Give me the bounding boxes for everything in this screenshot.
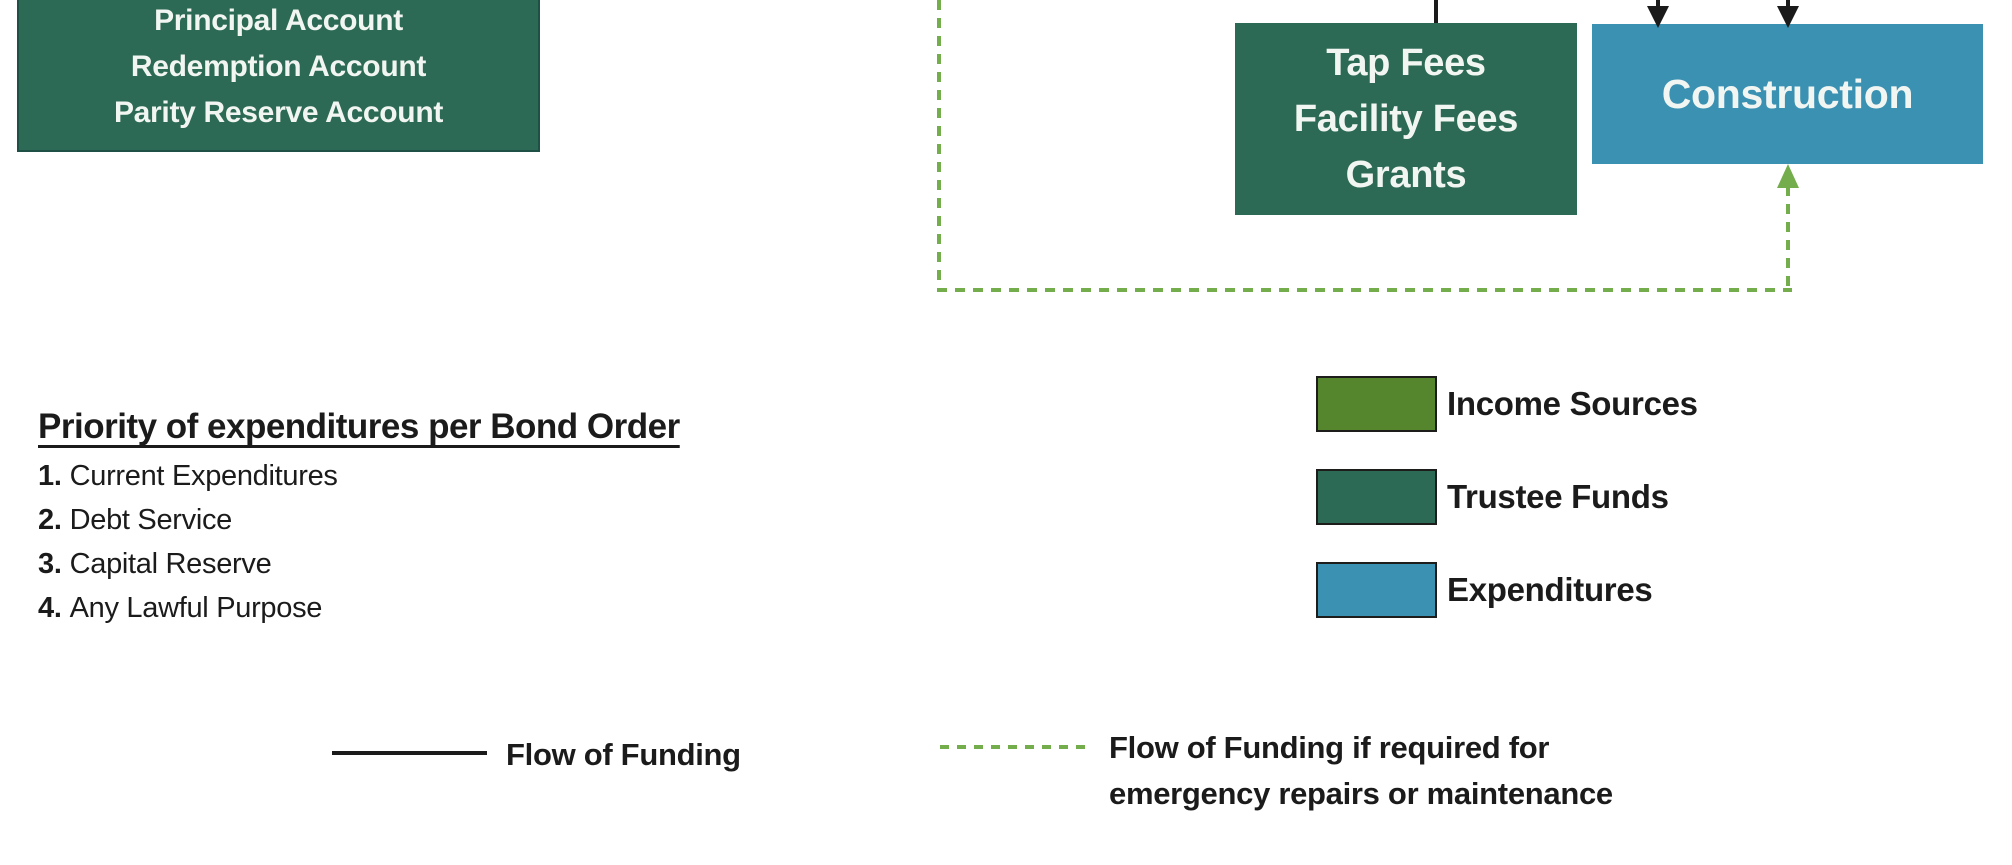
emergency-flow-line-sample: [940, 745, 1090, 749]
income-fees-line-2: Facility Fees: [1293, 98, 1519, 140]
priority-item-1: 1. Current Expenditures: [38, 454, 338, 498]
legend-row-expenditures: Expenditures: [1316, 562, 1653, 618]
trustee-funds-label: Trustee Funds: [1447, 478, 1669, 515]
income-sources-swatch: [1316, 376, 1437, 432]
expenditures-swatch: [1316, 562, 1437, 618]
income-fees-line-1: Tap Fees: [1326, 42, 1486, 84]
emergency-flow-label-line-1: Flow of Funding if required for: [1109, 730, 1550, 765]
priority-title: Priority of expenditures per Bond Order: [38, 407, 680, 446]
construction-label: Construction: [1661, 70, 1914, 117]
flow-line-to-construction-1: [1656, 0, 1660, 10]
priority-item-2-number: 2.: [38, 503, 62, 536]
flow-line-to-construction-2: [1786, 0, 1790, 10]
emergency-flow-dashed-horizontal: [937, 288, 1792, 292]
flow-of-funding-label: Flow of Funding: [506, 737, 741, 772]
flow-arrowhead-to-construction-1: [1647, 6, 1669, 28]
priority-item-4-label: Any Lawful Purpose: [69, 591, 323, 624]
trustee-funds-swatch: [1316, 469, 1437, 525]
expenditures-label: Expenditures: [1447, 571, 1653, 608]
emergency-flow-arrowhead-to-construction: [1777, 164, 1799, 188]
priority-item-2-label: Debt Service: [69, 503, 233, 536]
legend-row-income-sources: Income Sources: [1316, 376, 1698, 432]
priority-item-3-label: Capital Reserve: [69, 547, 272, 580]
priority-item-2: 2. Debt Service: [38, 498, 338, 542]
priority-item-1-label: Current Expenditures: [69, 459, 338, 492]
flow-arrowhead-to-construction-2: [1777, 6, 1799, 28]
flow-of-funding-line-sample: [332, 751, 487, 755]
trustee-accounts-line-1: Principal Account: [154, 4, 403, 37]
priority-item-4: 4. Any Lawful Purpose: [38, 586, 338, 630]
emergency-flow-dashed-right-vertical: [1786, 186, 1790, 290]
legend-row-trustee-funds: Trustee Funds: [1316, 469, 1669, 525]
flow-line-to-income-box: [1434, 0, 1438, 23]
emergency-flow-label: Flow of Funding if required for emergenc…: [1109, 725, 1613, 817]
emergency-flow-label-line-2: emergency repairs or maintenance: [1109, 776, 1613, 811]
trustee-accounts-line-3: Parity Reserve Account: [113, 96, 444, 129]
priority-item-3-number: 3.: [38, 547, 62, 580]
income-fees-line-3: Grants: [1345, 154, 1467, 196]
emergency-flow-dashed-left-vertical: [937, 0, 941, 291]
priority-list: 1. Current Expenditures 2. Debt Service …: [38, 454, 338, 630]
construction-box: Construction: [1592, 24, 1983, 164]
trustee-accounts-line-2: Redemption Account: [130, 50, 427, 83]
income-fees-box: Tap Fees Facility Fees Grants: [1235, 23, 1577, 215]
priority-item-4-number: 4.: [38, 591, 62, 624]
trustee-accounts-box: Principal Account Redemption Account Par…: [17, 0, 540, 152]
income-sources-label: Income Sources: [1447, 385, 1698, 422]
priority-item-3: 3. Capital Reserve: [38, 542, 338, 586]
priority-item-1-number: 1.: [38, 459, 62, 492]
